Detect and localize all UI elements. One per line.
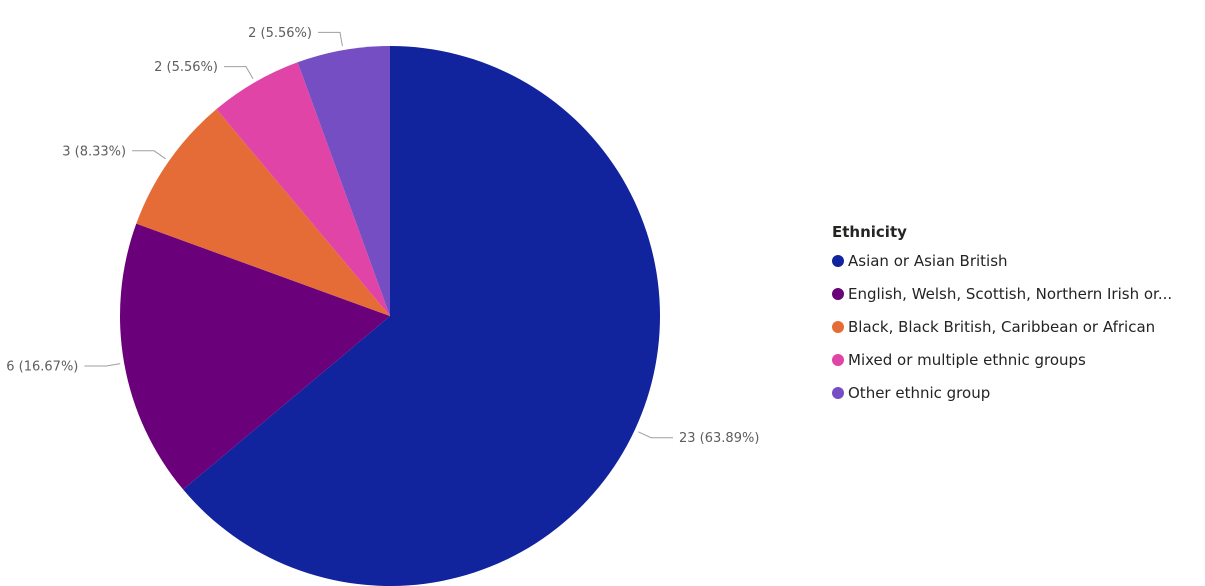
legend-label: Black, Black British, Caribbean or Afric…	[848, 317, 1156, 336]
legend-title: Ethnicity	[832, 223, 907, 241]
leader-line	[638, 431, 673, 439]
legend-label: Asian or Asian British	[848, 251, 1008, 270]
legend-label: English, Welsh, Scottish, Northern Irish…	[848, 284, 1173, 303]
legend-item-english-welsh[interactable]: English, Welsh, Scottish, Northern Irish…	[832, 277, 1172, 310]
data-label: 23 (63.89%)	[679, 431, 759, 446]
legend-item-mixed[interactable]: Mixed or multiple ethnic groups	[832, 343, 1172, 376]
pie-slices	[119, 46, 661, 586]
legend-swatch-icon	[832, 386, 844, 399]
leader-line	[84, 363, 121, 367]
leader-lines	[84, 31, 673, 439]
legend-swatch-icon	[832, 353, 844, 366]
legend-label: Other ethnic group	[848, 383, 991, 402]
leader-line	[224, 66, 254, 79]
legend-swatch-icon	[832, 287, 844, 300]
legend-item-black[interactable]: Black, Black British, Caribbean or Afric…	[832, 310, 1172, 343]
pie-slice[interactable]	[297, 46, 390, 316]
data-label: 2 (5.56%)	[154, 60, 218, 75]
pie-slice[interactable]	[216, 62, 390, 316]
legend: Ethnicity Asian or Asian British English…	[832, 220, 1172, 409]
pie-slice[interactable]	[183, 46, 661, 586]
pie-slice[interactable]	[136, 109, 390, 316]
data-label: 3 (8.33%)	[62, 144, 126, 159]
data-labels: 23 (63.89%) 6 (16.67%) 3 (8.33%) 2 (5.56%) 2…	[6, 26, 759, 446]
legend-label: Mixed or multiple ethnic groups	[848, 350, 1086, 369]
legend-item-other[interactable]: Other ethnic group	[832, 376, 1172, 409]
data-label: 2 (5.56%)	[248, 26, 312, 41]
data-label: 6 (16.67%)	[6, 360, 78, 375]
legend-swatch-icon	[832, 320, 844, 333]
leader-line	[132, 150, 166, 160]
pie-slice[interactable]	[119, 223, 390, 490]
leader-line	[318, 31, 343, 47]
legend-swatch-icon	[832, 254, 844, 267]
legend-item-asian[interactable]: Asian or Asian British	[832, 244, 1172, 277]
